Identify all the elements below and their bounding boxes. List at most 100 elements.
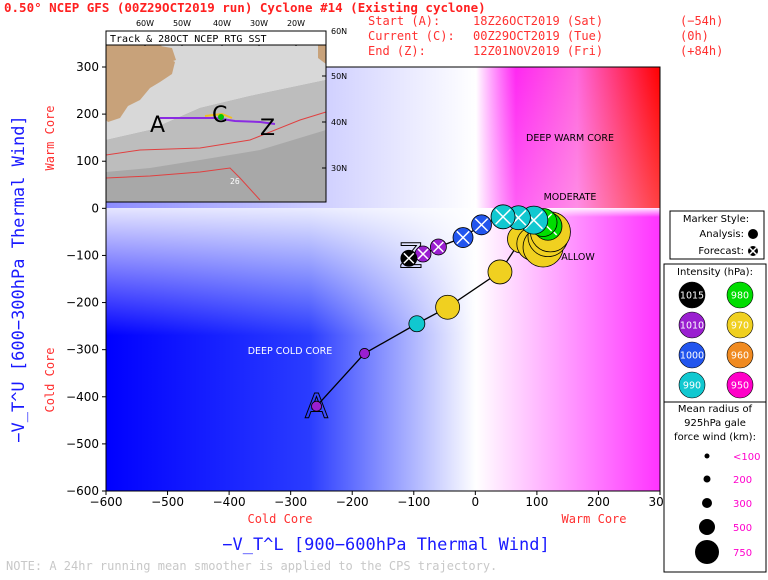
- info-current-time: 00Z29OCT2019 (Tue): [473, 29, 603, 43]
- legend-radius-value: 500: [733, 523, 752, 534]
- x-tick-label: −300: [274, 495, 307, 509]
- y-tick-label: 0: [91, 201, 99, 215]
- forecast-marker: [429, 238, 447, 256]
- legend-intensity-value: 1015: [680, 291, 704, 302]
- x-side-cold: Cold Core: [247, 512, 312, 526]
- analysis-marker: [359, 348, 370, 359]
- legend-intensity-value: 960: [731, 351, 749, 362]
- legend-intensity-swatch: [678, 371, 706, 399]
- x-tick-label: −400: [213, 495, 246, 509]
- info-end-time: 12Z01NOV2019 (Fri): [473, 44, 603, 58]
- legend-radius-dot: [702, 498, 712, 508]
- legend-radius-title-3: force wind (km):: [674, 432, 756, 443]
- legend-forecast-label: Forecast:: [698, 246, 744, 257]
- x-tick-label: 200: [587, 495, 610, 509]
- legend-radius-value: 750: [733, 548, 752, 559]
- sst-label: 26: [230, 177, 240, 186]
- legend-analysis-label: Analysis:: [699, 229, 744, 240]
- info-start-label: Start (A):: [368, 14, 440, 28]
- analysis-marker: [311, 400, 322, 412]
- legend-intensity-value: 1010: [680, 321, 704, 332]
- x-tick-label: −200: [336, 495, 369, 509]
- legend-intensity-value: 990: [683, 381, 701, 392]
- legend-intensity-swatch: [726, 281, 754, 309]
- sst-contour-red-1: [105, 111, 327, 156]
- inset-track-current: [204, 112, 233, 119]
- legend-radius-title-1: Mean radius of: [678, 404, 753, 415]
- legend-intensity-swatches: 1015 980 1010 970 1000 960 990 950: [678, 281, 754, 399]
- legend-radius-dot: [695, 540, 719, 564]
- info-start-time: 18Z26OCT2019 (Sat): [473, 14, 603, 28]
- y-tick-label: −600: [66, 484, 99, 498]
- land-spain: [318, 42, 326, 64]
- x-tick-label: −600: [90, 495, 123, 509]
- y-axis-ticks: −600 −500 −400 −300 −200 −100 0 100 200 300: [66, 60, 106, 498]
- y-tick-label: −400: [66, 390, 99, 404]
- inset-lat-50n: 50N: [331, 72, 347, 81]
- y-tick-label: 100: [76, 154, 99, 168]
- legend-intensity-swatch: [678, 281, 706, 309]
- info-current-label: Current (C):: [368, 29, 455, 43]
- inset-title: Track & 28OCT NCEP RTG SST: [110, 34, 267, 45]
- label-deep-cold-core: DEEP COLD CORE: [248, 346, 333, 357]
- forecast-marker: [490, 204, 516, 230]
- legend-marker-title: Marker Style:: [683, 214, 749, 225]
- legend-intensity-value: 980: [731, 291, 749, 302]
- x-tick-label: 0: [472, 495, 480, 509]
- x-tick-label: −100: [397, 495, 430, 509]
- legend-intensity-value: 970: [731, 321, 749, 332]
- legend-radius-title-2: 925hPa gale: [684, 418, 746, 429]
- inset-title-box: [105, 30, 327, 46]
- legend-intensity-swatch: [678, 341, 706, 369]
- footer-note: NOTE: A 24hr running mean smoother is ap…: [6, 559, 497, 573]
- y-side-cold: Cold Core: [43, 347, 57, 412]
- inset-track-letter-c: C: [212, 103, 227, 128]
- inset-map: 26 A C Z Track & 28OCT NCEP RTG SST 60W …: [105, 19, 347, 203]
- inset-lon-60w: 60W: [136, 19, 154, 28]
- sst-contour-red-2: [105, 167, 261, 201]
- y-axis-label: −V_T^U [600−300hPa Thermal Wind]: [9, 115, 29, 443]
- label-deep-warm-core: DEEP WARM CORE: [526, 133, 614, 144]
- inset-track: [160, 117, 276, 125]
- forecast-marker: [414, 245, 432, 263]
- x-tick-label: 100: [525, 495, 548, 509]
- chart-title: 0.50° NCEP GFS (00Z29OCT2019 run) Cyclon…: [4, 0, 486, 15]
- y-tick-label: 200: [76, 107, 99, 121]
- x-axis-label: −V_T^L [900−600hPa Thermal Wind]: [222, 535, 550, 555]
- analysis-marker: [487, 259, 513, 285]
- legend-intensity-value: 1000: [680, 351, 704, 362]
- forecast-marker: [400, 249, 418, 267]
- y-tick-label: 300: [76, 60, 99, 74]
- legend-intensity-swatch: [726, 311, 754, 339]
- legend: Marker Style: Analysis: Forecast: Intens…: [663, 210, 767, 573]
- legend-intensity-value: 950: [731, 381, 749, 392]
- inset-lat-30n: 30N: [331, 164, 347, 173]
- legend-radius-dot: [704, 453, 710, 459]
- legend-intensity-title: Intensity (hPa):: [677, 267, 753, 278]
- y-tick-label: −300: [66, 343, 99, 357]
- legend-radius-items: <100 200 300 500 750: [695, 452, 760, 564]
- legend-intensity-swatch: [726, 371, 754, 399]
- x-tick-label: −500: [151, 495, 184, 509]
- inset-current-dot: [218, 114, 224, 120]
- plot-frame: [105, 66, 661, 492]
- info-current-offset: (0h): [680, 29, 709, 43]
- forecast-marker: [471, 214, 492, 236]
- inset-lat-40n: 40N: [331, 118, 347, 127]
- forecast-marker: [452, 227, 474, 248]
- info-end-label: End (Z):: [368, 44, 426, 58]
- legend-radius-dot: [703, 475, 711, 483]
- x-side-warm: Warm Core: [561, 512, 626, 526]
- inset-lon-40w: 40W: [213, 19, 231, 28]
- inset-lon-30w: 30W: [250, 19, 268, 28]
- inset-lon-20w: 20W: [287, 19, 305, 28]
- legend-forecast-marker: [748, 246, 758, 256]
- legend-analysis-marker: [748, 229, 758, 239]
- land-newfoundland: [106, 42, 175, 122]
- legend-intensity-swatch: [726, 341, 754, 369]
- label-shallow: ALLOW: [561, 252, 595, 263]
- legend-radius-value: <100: [733, 452, 760, 463]
- info-end-offset: (+84h): [680, 44, 723, 58]
- land-island: [148, 44, 176, 64]
- x-axis-ticks: −600 −500 −400 −300 −200 −100 0 100 200 300: [90, 491, 671, 509]
